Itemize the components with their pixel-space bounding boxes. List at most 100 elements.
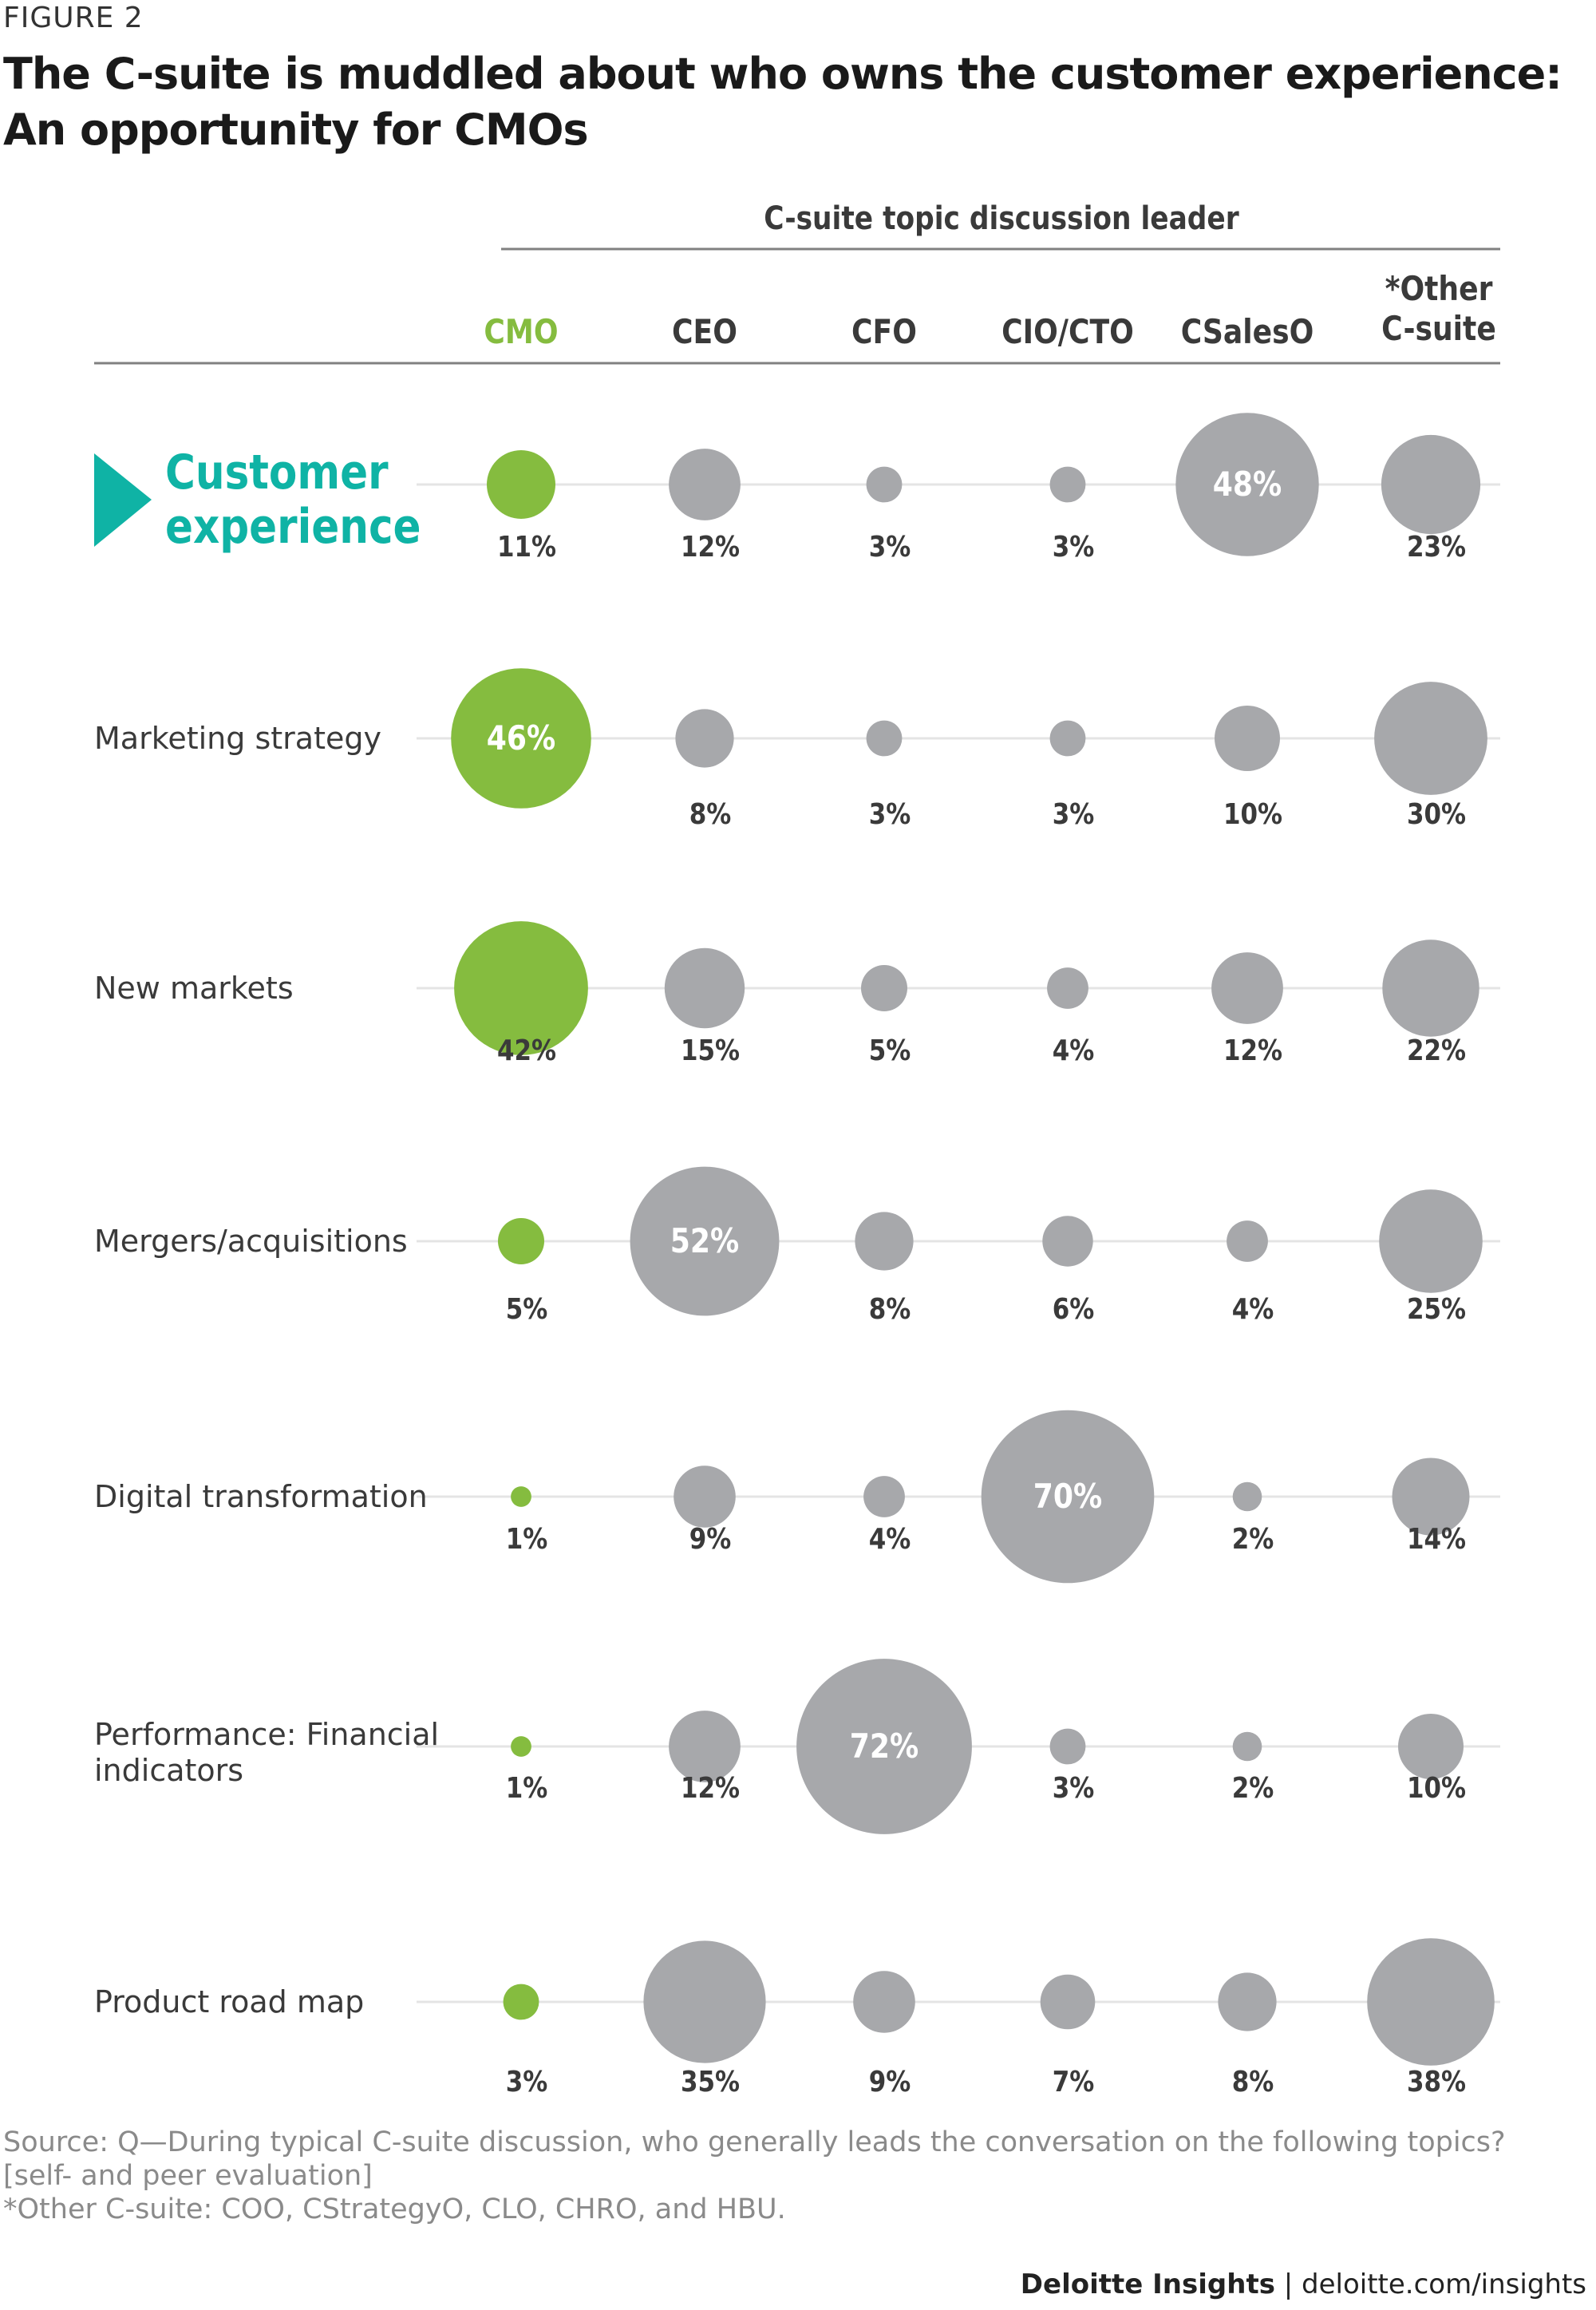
bubble: [630, 1166, 780, 1316]
bubble: [1232, 1731, 1262, 1762]
value-label: 9%: [689, 1522, 732, 1556]
bubble-value-label: 48%: [1213, 465, 1282, 504]
bubble: [669, 449, 741, 520]
bubble-value-label: 46%: [487, 719, 555, 757]
value-label: 7%: [1053, 2065, 1095, 2098]
highlight-arrow: [94, 453, 152, 547]
bubble: [503, 1984, 539, 2020]
value-label: 1%: [506, 1771, 548, 1805]
column-header: *Other: [1385, 270, 1493, 308]
bubble-value-label: 72%: [850, 1727, 918, 1766]
row-label: Marketing strategy: [94, 721, 381, 756]
row-label: New markets: [94, 971, 294, 1006]
bubble: [981, 1410, 1155, 1584]
column-group-header: C-suite topic discussion leader: [764, 199, 1239, 236]
value-label: 8%: [1232, 2065, 1274, 2098]
figure-label: FIGURE 2: [3, 2, 144, 34]
bubble: [1367, 1938, 1495, 2066]
value-label: 3%: [1053, 1771, 1095, 1805]
value-label: 38%: [1407, 2065, 1466, 2098]
bubble: [511, 1736, 531, 1757]
value-label: 6%: [1053, 1292, 1095, 1326]
column-header: CIO/CTO: [1001, 313, 1134, 351]
bubble: [866, 466, 903, 503]
value-label: 3%: [506, 2065, 548, 2098]
bubble: [866, 720, 903, 757]
bubble: [863, 1476, 905, 1517]
bubble: [451, 668, 591, 809]
row-label: Customer: [165, 445, 389, 500]
bubble: [1049, 1728, 1086, 1765]
bubble: [1040, 1974, 1096, 2030]
bubble: [861, 965, 907, 1011]
value-label: 25%: [1407, 1292, 1466, 1326]
value-label: 8%: [869, 1292, 911, 1326]
bubble: [1175, 413, 1319, 556]
value-label: 23%: [1407, 530, 1466, 564]
bubble: [1211, 952, 1283, 1024]
column-header: CEO: [672, 313, 737, 351]
row-label: indicators: [94, 1753, 243, 1788]
bubble: [1381, 434, 1481, 535]
value-label: 5%: [869, 1034, 911, 1067]
value-label: 10%: [1223, 797, 1282, 831]
bubble: [511, 1486, 531, 1507]
value-label: 4%: [869, 1522, 911, 1556]
value-label: 10%: [1407, 1771, 1466, 1805]
source-note: Source: Q—During typical C-suite discuss…: [3, 2126, 1506, 2158]
row-label: Product road map: [94, 1984, 364, 2019]
column-header: CFO: [851, 313, 917, 351]
footer-credit: Deloitte Insights | deloitte.com/insight…: [1021, 2268, 1586, 2300]
footer-brand: Deloitte Insights: [1020, 2268, 1275, 2300]
bubble: [1042, 1216, 1093, 1267]
bubble: [1049, 466, 1086, 503]
bubble: [674, 1466, 736, 1528]
value-label: 4%: [1232, 1292, 1274, 1326]
bubble: [1227, 1220, 1268, 1262]
value-label: 3%: [869, 797, 911, 831]
value-label: 4%: [1053, 1034, 1095, 1067]
bubble: [1232, 1481, 1262, 1512]
bubble-value-label: 52%: [670, 1222, 739, 1260]
row-label: Performance: Financial: [94, 1717, 439, 1752]
value-label: 2%: [1232, 1771, 1274, 1805]
footer-separator: |: [1274, 2268, 1302, 2300]
value-label: 3%: [1053, 530, 1095, 564]
value-label: 22%: [1407, 1034, 1466, 1067]
value-label: 11%: [497, 530, 556, 564]
value-label: 5%: [506, 1292, 548, 1326]
bubble: [855, 1212, 914, 1271]
value-label: 30%: [1407, 797, 1466, 831]
bubble: [643, 1940, 766, 2063]
value-label: 8%: [689, 797, 732, 831]
row-label: Mergers/acquisitions: [94, 1224, 408, 1259]
bubble: [796, 1659, 972, 1834]
bubble: [1379, 1189, 1483, 1293]
bubble: [1374, 682, 1487, 795]
footer-url[interactable]: deloitte.com/insights: [1302, 2268, 1586, 2300]
value-label: 3%: [869, 530, 911, 564]
value-label: 42%: [497, 1034, 556, 1067]
column-header: CSalesO: [1181, 313, 1314, 351]
value-label: 2%: [1232, 1522, 1274, 1556]
value-label: 14%: [1407, 1522, 1466, 1556]
bubble: [1215, 706, 1280, 771]
column-header: C-suite: [1381, 310, 1496, 348]
bubble: [1392, 1458, 1470, 1536]
value-label: 1%: [506, 1522, 548, 1556]
bubble: [675, 709, 734, 768]
value-label: 3%: [1053, 797, 1095, 831]
value-label: 12%: [681, 530, 740, 564]
row-label: experience: [165, 499, 421, 555]
value-label: 12%: [1223, 1034, 1282, 1067]
bubble: [1049, 720, 1086, 757]
bubble: [853, 1971, 915, 2033]
value-label: 15%: [681, 1034, 740, 1067]
source-note-continued: [self- and peer evaluation]: [3, 2160, 373, 2192]
bubble: [664, 947, 745, 1029]
value-label: 9%: [869, 2065, 911, 2098]
bubble: [1218, 1972, 1277, 2031]
bubble: [1398, 1714, 1464, 1779]
